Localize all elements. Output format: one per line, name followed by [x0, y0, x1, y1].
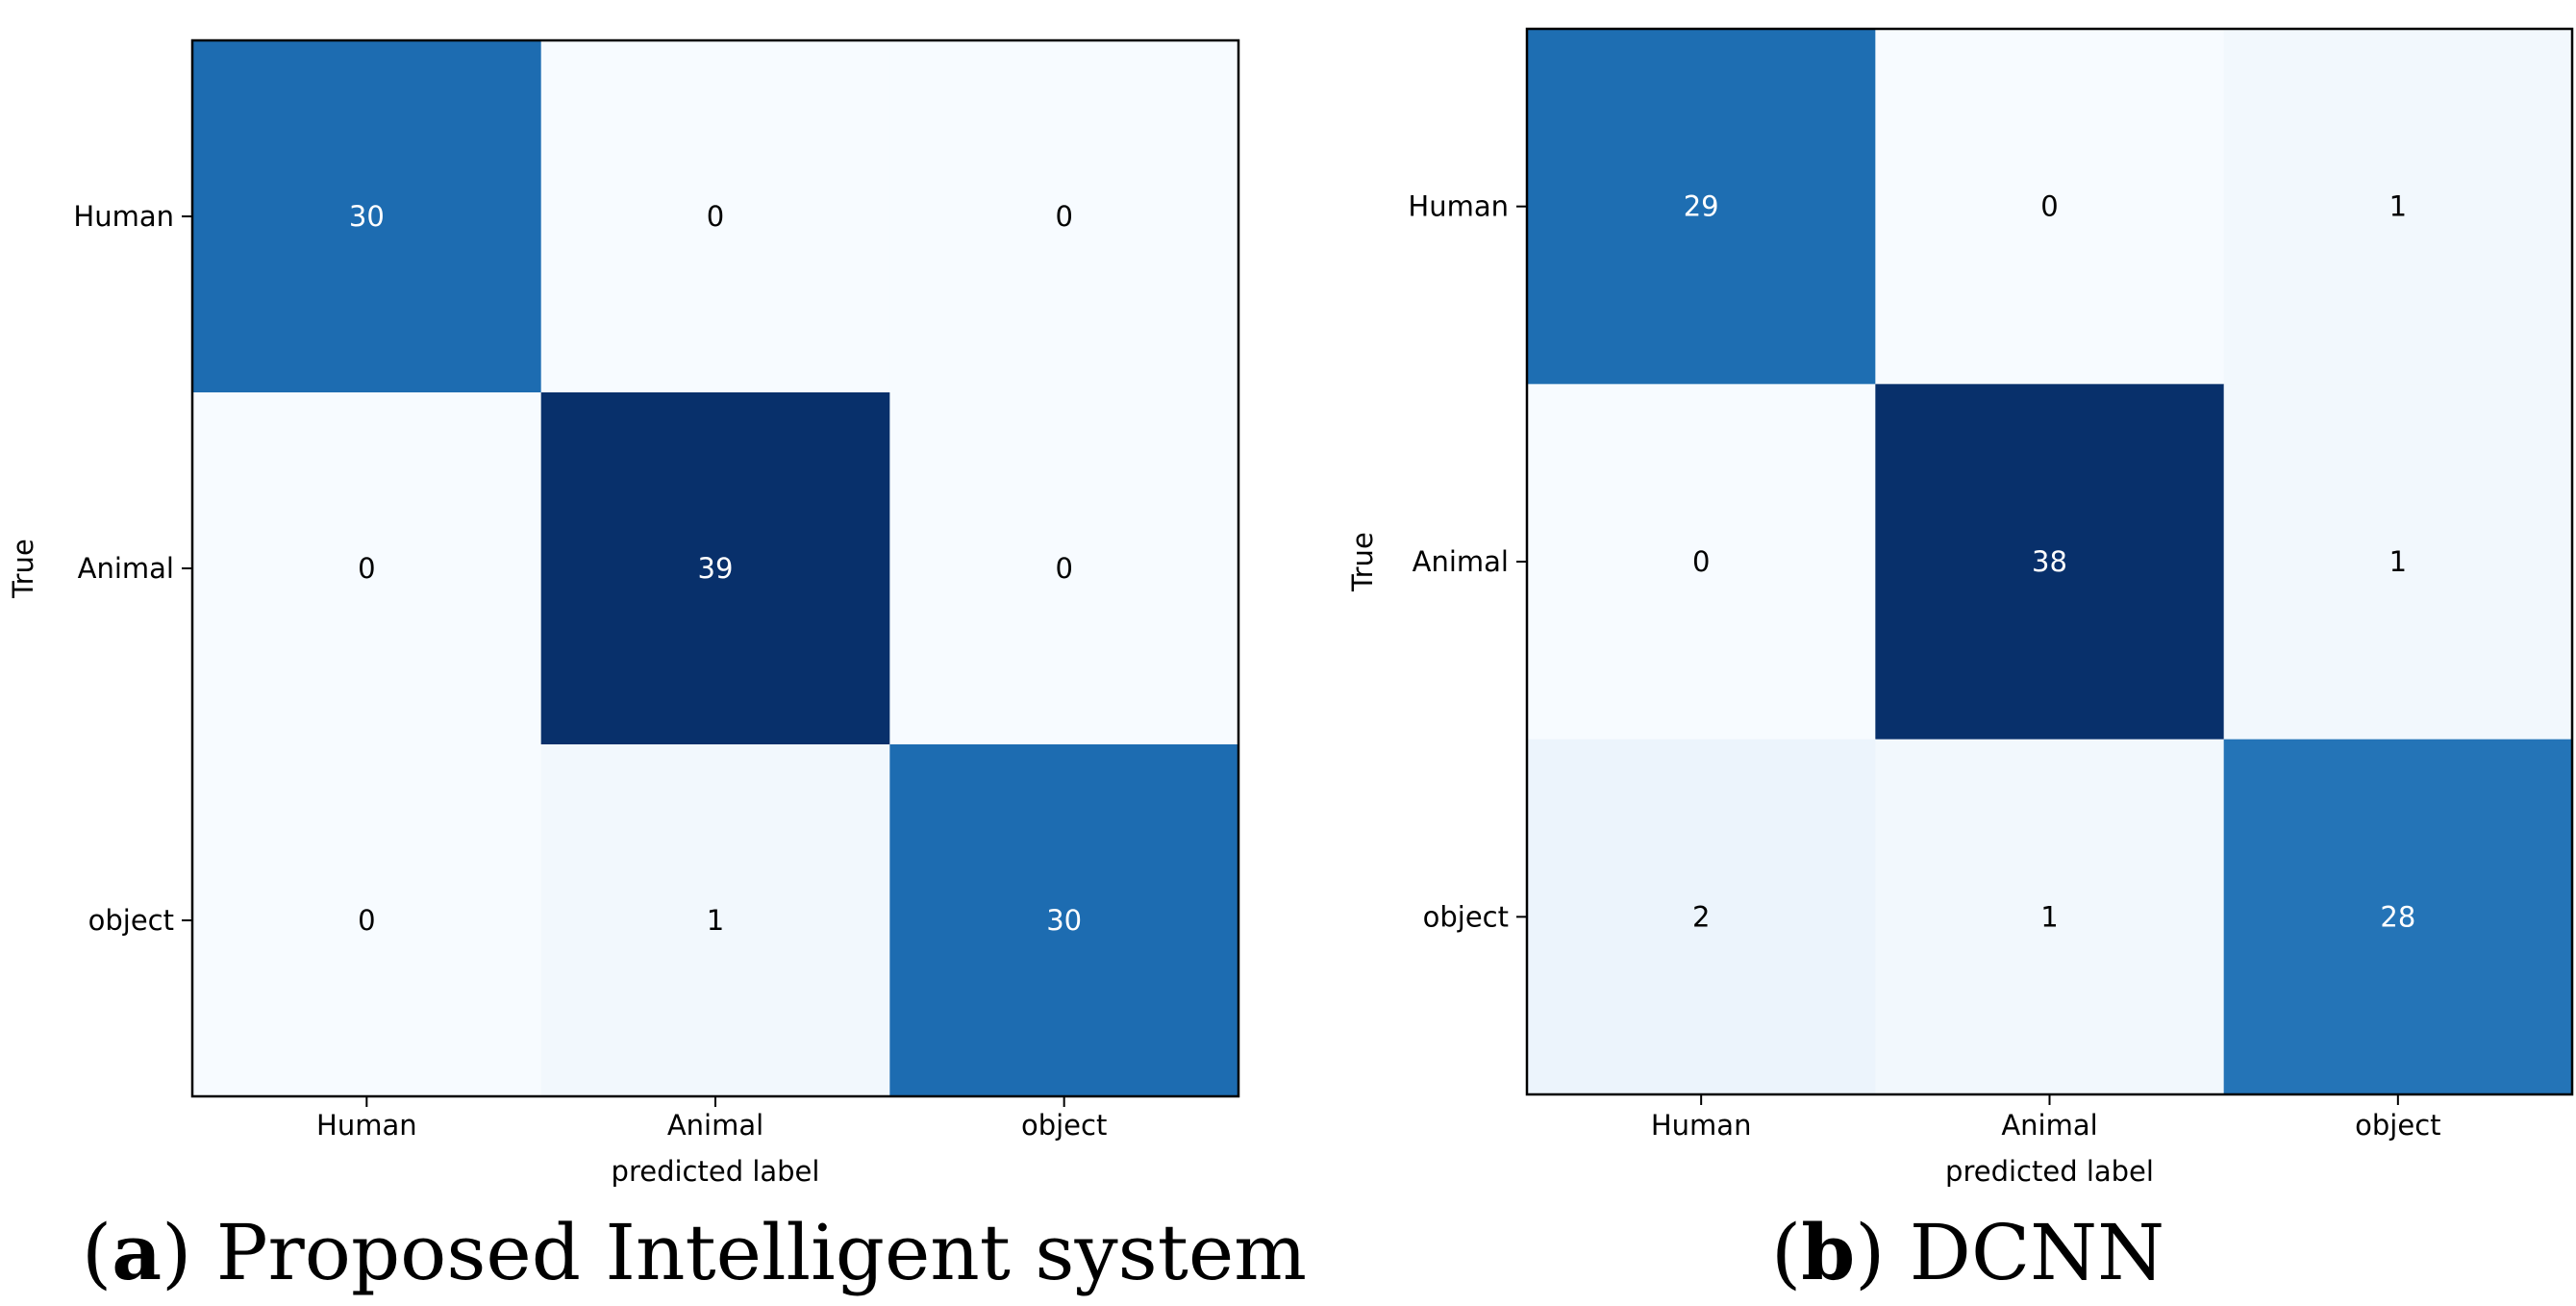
cell-animal-human [192, 392, 542, 745]
cell-object-object [2223, 739, 2573, 1095]
cell-human-object [889, 40, 1239, 393]
x-tick-label: Animal [667, 1109, 763, 1142]
x-axis-title: predicted label [612, 1155, 820, 1188]
cells-group: 30 0 0 0 39 0 0 1 30 [192, 40, 1239, 1097]
cell-value-label: 0 [1055, 552, 1072, 585]
cell-value-label: 0 [1692, 545, 1710, 578]
cell-value-label: 28 [2380, 900, 2415, 933]
cell-human-object [2223, 29, 2573, 385]
cell-human-animal [540, 40, 890, 393]
x-tick-label: Animal [2001, 1109, 2097, 1142]
cell-value-label: 0 [2040, 190, 2058, 223]
caption-a: (a) Proposed Intelligent system [82, 1207, 1308, 1297]
cell-animal-object [2223, 384, 2573, 741]
x-tick-label: Human [1651, 1109, 1752, 1142]
cell-value-label: 1 [2040, 900, 2058, 933]
cell-animal-object [889, 392, 1239, 745]
cell-animal-animal [540, 392, 890, 745]
caption-letter: b [1801, 1207, 1856, 1297]
panel-a: 30 0 0 0 39 0 0 1 30 Human Animal object Human Anima… [0, 0, 1307, 1292]
cell-object-object [889, 744, 1239, 1097]
caption-text: DCNN [1909, 1208, 2165, 1297]
cell-object-animal [540, 744, 890, 1097]
cell-value-label: 30 [349, 200, 385, 233]
cell-value-label: 0 [358, 552, 375, 585]
y-tick-label: Human [1408, 190, 1509, 223]
caption-b: (b) DCNN [1771, 1207, 2165, 1297]
x-tick-label: object [1021, 1109, 1107, 1142]
x-tick-label: object [2355, 1109, 2440, 1142]
x-tick-label: Human [316, 1109, 417, 1142]
confusion-matrix-a: 30 0 0 0 39 0 0 1 30 Human Animal object Human Anima… [7, 38, 1240, 1188]
y-tick-label: Animal [78, 552, 174, 585]
cell-animal-human [1527, 384, 1876, 741]
cell-object-human [1527, 739, 1876, 1095]
cell-value-label: 38 [2032, 545, 2067, 578]
cell-human-animal [1875, 29, 2225, 385]
y-tick-label: object [1423, 900, 1509, 933]
cell-value-label: 0 [707, 200, 724, 233]
cell-value-label: 2 [1692, 900, 1710, 933]
caption-text: Proposed Intelligent system [215, 1208, 1308, 1297]
cells-group: 29 0 1 0 38 1 2 1 28 [1527, 29, 2573, 1095]
cell-value-label: 39 [698, 552, 734, 585]
ticks-group: Human Animal object Human Animal object [73, 200, 1107, 1142]
x-axis-title: predicted label [1945, 1155, 2154, 1188]
cell-object-human [192, 744, 542, 1097]
ticks-group: Human Animal object Human Animal object [1408, 190, 2440, 1142]
cell-value-label: 1 [2389, 545, 2407, 578]
y-axis-title: True [1346, 532, 1379, 592]
panel-b: 29 0 1 0 38 1 2 1 28 Human Animal object Human Anima… [1327, 0, 2576, 1292]
cell-value-label: 1 [2389, 190, 2407, 223]
cell-value-label: 1 [707, 904, 724, 937]
cell-object-animal [1875, 739, 2225, 1095]
cell-human-human [1527, 29, 1876, 385]
caption-letter: a [112, 1207, 163, 1297]
y-axis-title: True [7, 539, 39, 599]
y-tick-label: Human [73, 200, 174, 233]
cell-value-label: 0 [358, 904, 375, 937]
cell-animal-animal [1875, 384, 2225, 741]
cell-value-label: 29 [1684, 190, 1719, 223]
cell-value-label: 0 [1055, 200, 1072, 233]
cell-value-label: 30 [1046, 904, 1082, 937]
cell-human-human [192, 40, 542, 393]
y-tick-label: Animal [1413, 545, 1509, 578]
confusion-matrix-b: 29 0 1 0 38 1 2 1 28 Human Animal object Human Anima… [1346, 27, 2574, 1188]
y-tick-label: object [88, 904, 174, 937]
